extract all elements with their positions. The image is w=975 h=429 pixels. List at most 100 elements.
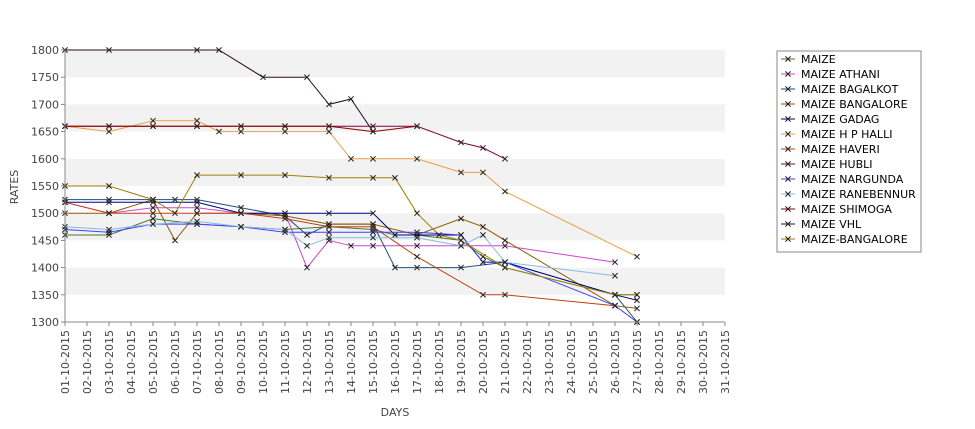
data-point: [370, 242, 376, 249]
data-point: [392, 174, 398, 181]
legend-item: MAIZE VHL: [781, 218, 862, 231]
data-point: [370, 155, 376, 162]
data-point: [502, 155, 508, 162]
legend-marker: [785, 71, 791, 77]
data-point: [480, 232, 486, 238]
legend-marker: [785, 146, 791, 152]
data-point: [502, 259, 508, 266]
data-point: [326, 101, 332, 108]
data-point: [348, 242, 354, 249]
data-point: [414, 229, 420, 236]
data-point: [370, 210, 376, 217]
y-tick-label: 1450: [31, 234, 59, 247]
x-tick-label: 31-10-2015: [719, 330, 732, 394]
x-tick-label: 20-10-2015: [477, 330, 490, 394]
legend: MAIZE MAIZE ATHANI MAIZE BAGALKOT MAIZE BAN…: [776, 50, 922, 253]
data-point: [326, 128, 332, 135]
data-point: [304, 242, 310, 249]
y-tick-label: 1650: [31, 126, 59, 139]
data-point: [326, 234, 332, 241]
data-point: [172, 237, 178, 244]
data-point: [106, 47, 112, 53]
data-point: [106, 199, 112, 206]
data-point: [282, 128, 288, 135]
data-point: [480, 291, 486, 298]
y-tick-label: 1700: [31, 98, 59, 111]
data-point: [106, 210, 112, 217]
legend-item: MAIZE HUBLI: [781, 158, 872, 171]
legend-marker: [785, 86, 791, 92]
series-12: [62, 172, 640, 298]
data-point: [150, 221, 156, 228]
data-point: [194, 218, 200, 225]
data-point: [282, 212, 288, 219]
x-tick-label: 26-10-2015: [609, 330, 622, 394]
data-point: [370, 221, 376, 228]
legend-item: MAIZE H P HALLI: [781, 128, 892, 141]
data-point: [326, 221, 332, 228]
grid-band: [65, 77, 725, 105]
legend-item: MAIZE: [781, 53, 836, 66]
legend-marker: [785, 116, 791, 122]
data-point: [282, 215, 288, 222]
data-point: [238, 172, 244, 179]
data-point: [194, 196, 200, 203]
data-point: [326, 123, 332, 130]
data-point: [238, 123, 244, 130]
data-point: [370, 174, 376, 181]
data-point: [458, 237, 464, 244]
x-tick-label: 09-10-2015: [235, 330, 248, 394]
data-point: [414, 232, 420, 238]
series-line: [64, 201, 616, 307]
data-point: [216, 47, 222, 53]
data-point: [414, 253, 420, 260]
data-point: [326, 229, 332, 236]
legend-marker: [785, 101, 791, 107]
data-point: [458, 232, 464, 238]
data-point: [458, 242, 464, 249]
data-point: [370, 234, 376, 241]
data-point: [348, 96, 354, 102]
legend-item: MAIZE BANGALORE: [781, 98, 908, 111]
x-tick-label: 11-10-2015: [279, 330, 292, 394]
x-tick-label: 10-10-2015: [257, 330, 270, 394]
y-tick-label: 1750: [31, 71, 59, 84]
series-line: [65, 174, 637, 296]
x-tick-label: 12-10-2015: [301, 330, 314, 394]
legend-item: MAIZE ATHANI: [781, 68, 880, 81]
legend-label: MAIZE SHIMOGA: [801, 203, 892, 216]
data-point: [502, 264, 508, 271]
data-point: [106, 183, 112, 189]
data-point: [106, 196, 112, 203]
data-point: [150, 123, 156, 130]
data-point: [414, 155, 420, 162]
legend-label: MAIZE BANGALORE: [801, 98, 908, 111]
data-point: [370, 128, 376, 135]
x-tick-label: 06-10-2015: [169, 330, 182, 394]
legend-label: MAIZE GADAG: [801, 113, 879, 126]
data-point: [106, 226, 112, 233]
legend-item: MAIZE-BANGALORE: [781, 233, 908, 246]
y-axis-ticks: 1300 1350 1400 1450 1500 1550 1600 1650 1700 1750…: [31, 44, 65, 329]
grid-band: [65, 50, 725, 78]
legend-item: MAIZE HAVERI: [781, 143, 880, 156]
data-point: [216, 128, 222, 135]
data-point: [150, 117, 156, 124]
x-tick-label: 29-10-2015: [675, 330, 688, 394]
legend-label: MAIZE-BANGALORE: [801, 233, 908, 246]
y-tick-label: 1500: [31, 207, 59, 220]
legend-item: MAIZE RANEBENNUR: [781, 188, 916, 201]
series-line: [64, 220, 616, 277]
legend-label: MAIZE H P HALLI: [801, 128, 892, 141]
y-tick-label: 1800: [31, 44, 59, 57]
x-tick-label: 14-10-2015: [345, 330, 358, 394]
data-point: [194, 123, 200, 130]
legend-item: MAIZE SHIMOGA: [781, 203, 892, 216]
legend-marker: [785, 206, 791, 212]
data-point: [150, 196, 156, 203]
data-point: [370, 223, 376, 230]
data-point: [238, 223, 244, 230]
legend-label: MAIZE BAGALKOT: [801, 83, 899, 96]
x-tick-label: 07-10-2015: [191, 330, 204, 394]
data-point: [392, 264, 398, 271]
